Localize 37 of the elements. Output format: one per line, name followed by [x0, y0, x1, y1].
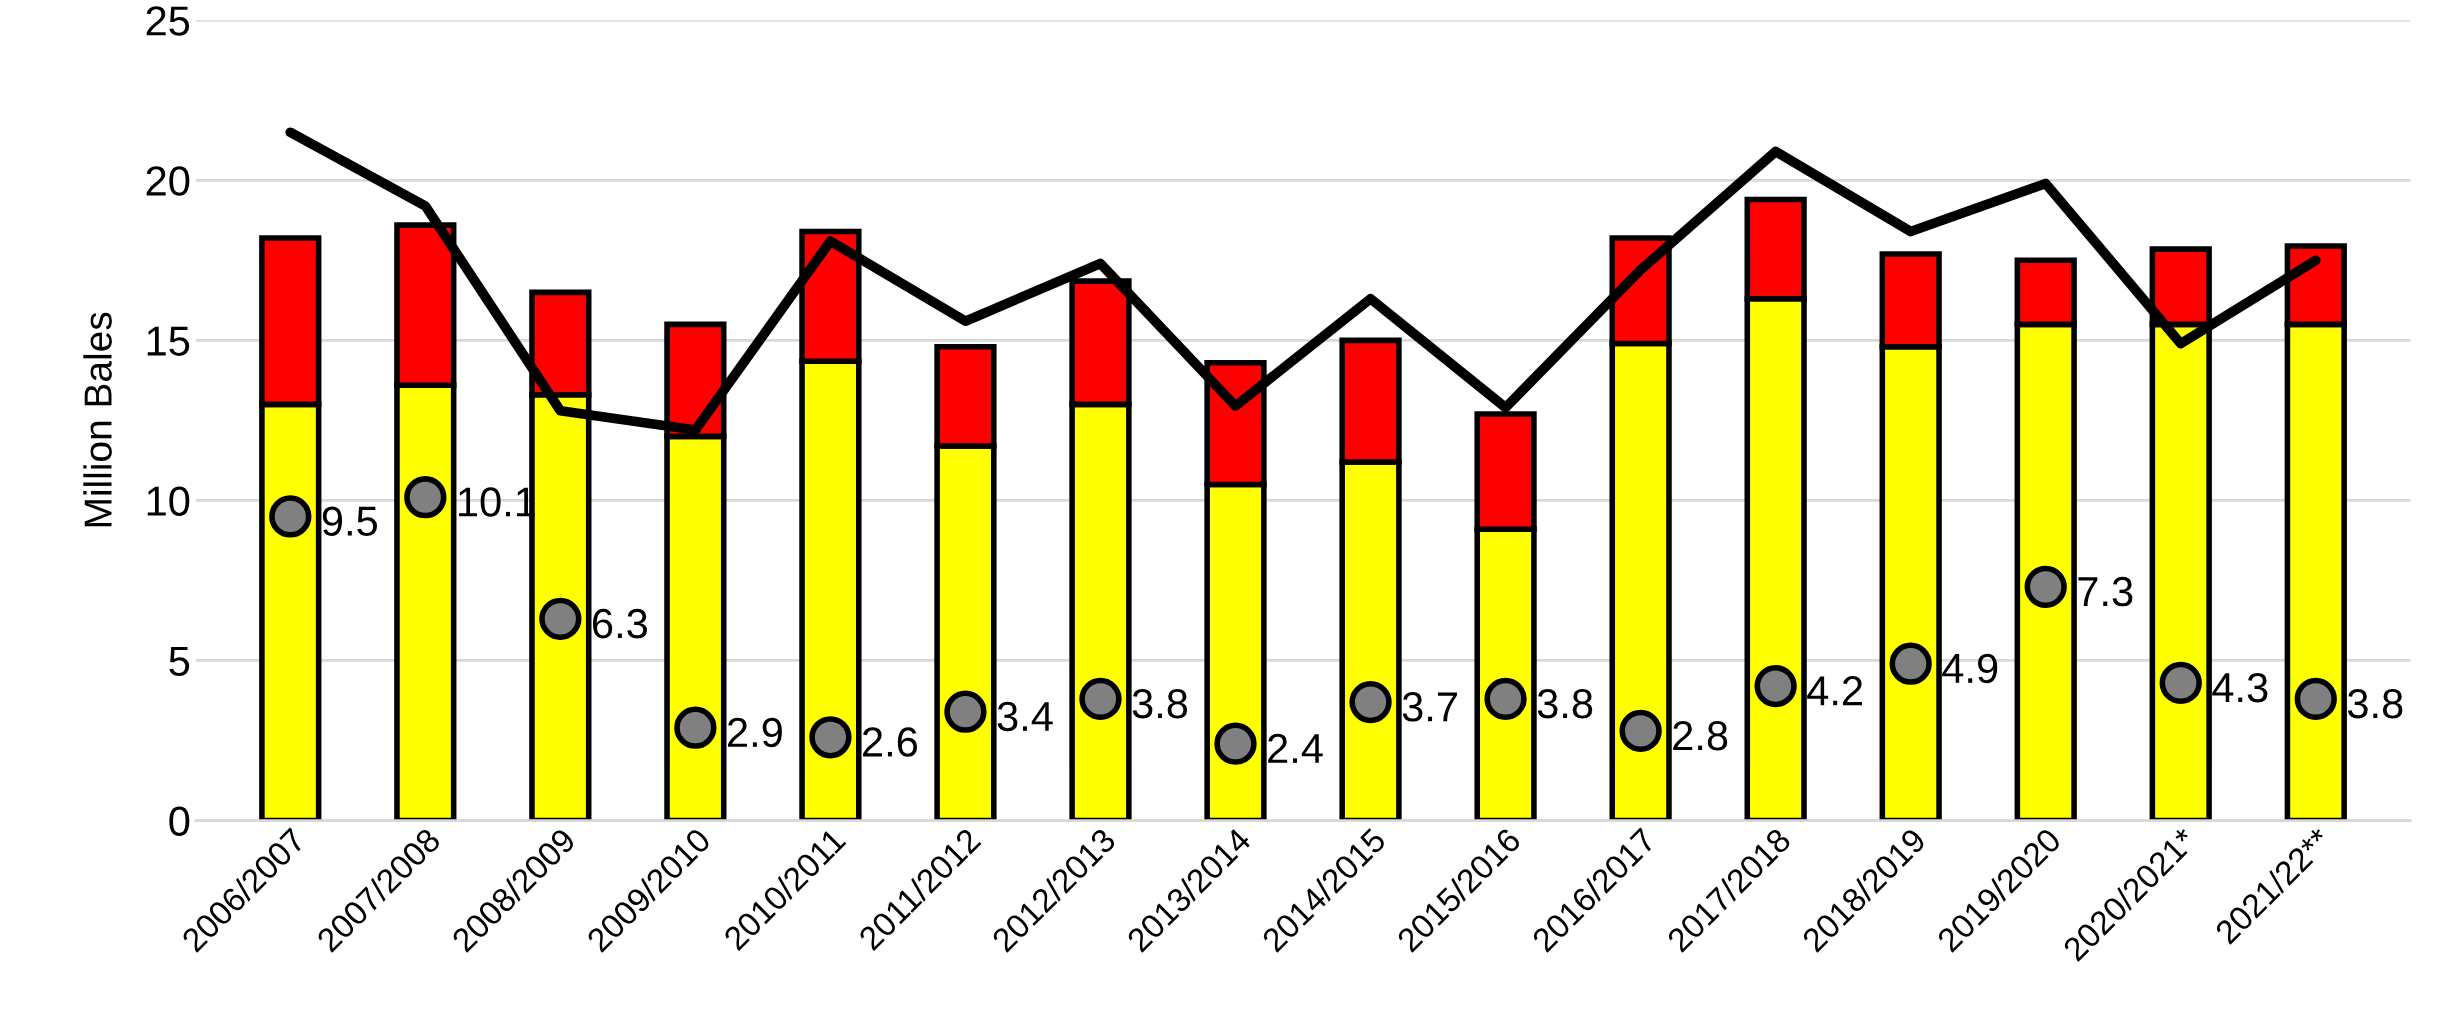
y-tick-label: 15	[147, 326, 190, 356]
y-axis-title: Million Bales	[83, 312, 112, 527]
point	[1484, 677, 1527, 721]
data-label: 2.8	[1673, 720, 1728, 751]
point	[1754, 664, 1797, 708]
point	[404, 476, 447, 519]
point	[809, 716, 852, 759]
point	[1619, 709, 1662, 753]
data-label: 7.3	[2078, 576, 2133, 607]
data-label: 3.8	[1537, 688, 1593, 719]
data-label: 6.3	[593, 608, 647, 639]
data-label: 3.4	[997, 701, 1053, 732]
point	[269, 495, 312, 538]
data-label: 4.9	[1942, 653, 1998, 684]
y-tick-label: 20	[146, 166, 190, 196]
point	[1214, 722, 1257, 765]
data-label: 2.9	[728, 717, 782, 748]
data-label: 3.8	[1132, 688, 1188, 719]
point	[1349, 680, 1392, 724]
y-tick-label: 5	[169, 646, 190, 676]
data-label: 2.6	[863, 727, 918, 757]
point	[1079, 677, 1122, 721]
y-tick-label: 10	[147, 486, 190, 516]
data-label: 9.5	[322, 506, 378, 536]
data-label: 4.3	[2212, 672, 2268, 703]
data-label: 3.7	[1402, 692, 1457, 722]
point	[2294, 677, 2337, 721]
y-tick-label: 25	[146, 6, 190, 36]
data-label: 3.8	[2347, 688, 2403, 719]
point	[2024, 565, 2067, 608]
data-label: 2.4	[1268, 733, 1323, 763]
point	[539, 597, 582, 641]
point	[2159, 661, 2202, 705]
data-label: 4.2	[1807, 676, 1863, 706]
point	[944, 690, 987, 733]
point	[1889, 642, 1932, 685]
point	[674, 706, 717, 749]
